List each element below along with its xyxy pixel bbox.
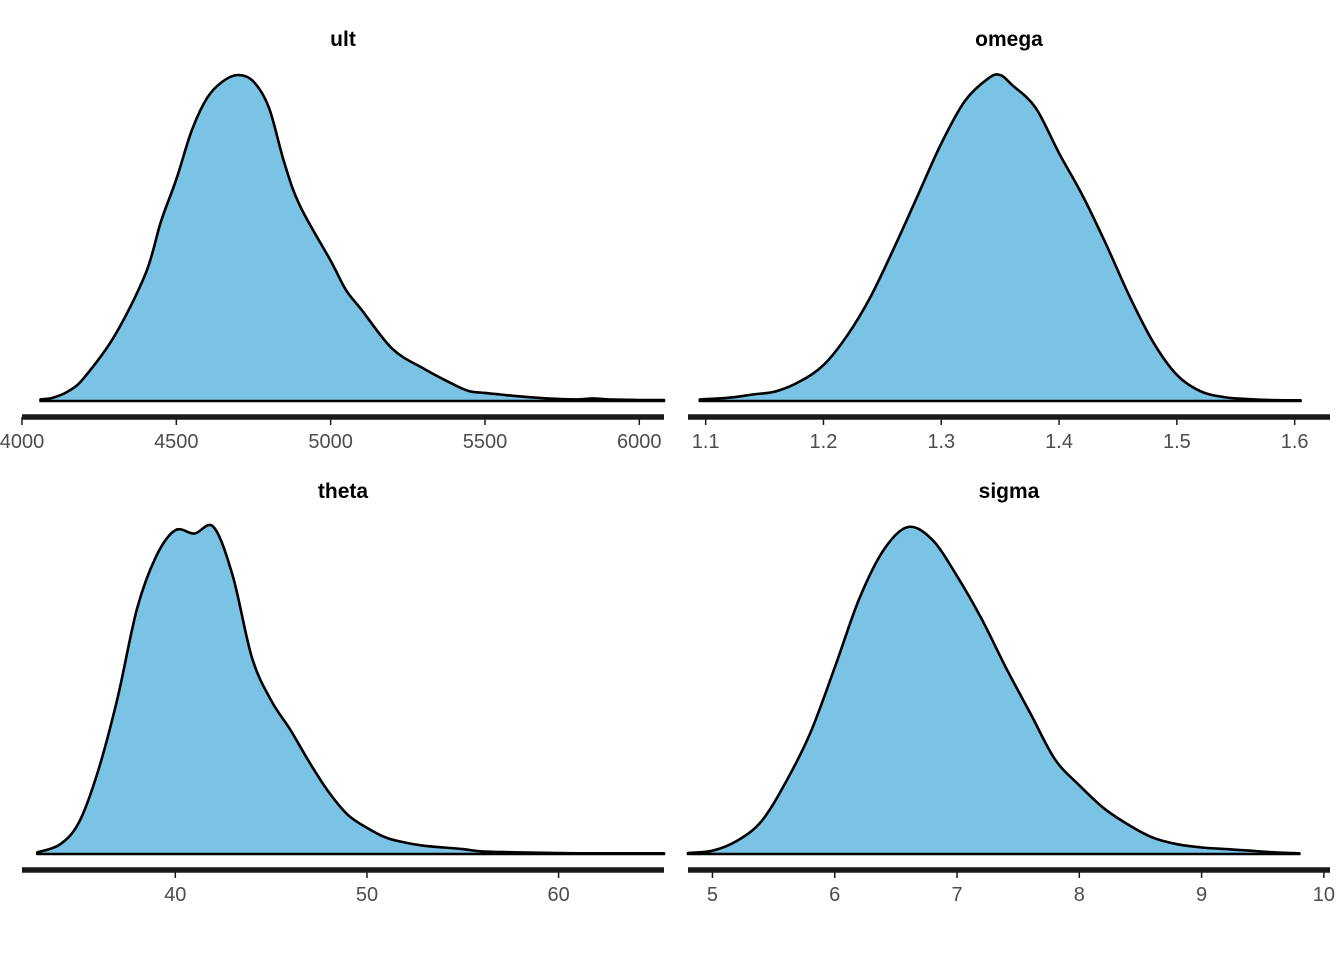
x-tick-label: 1.4: [1045, 431, 1073, 453]
x-tick-label: 8: [1074, 884, 1085, 906]
x-tick-label: 1.6: [1281, 431, 1309, 453]
x-tick-label: 6000: [617, 431, 662, 453]
panel-title: sigma: [979, 480, 1040, 503]
panel-title: theta: [318, 480, 368, 503]
x-tick-label: 4500: [154, 431, 199, 453]
x-tick-label: 10: [1313, 884, 1335, 906]
x-tick-label: 50: [356, 884, 378, 906]
panel-title: ult: [330, 28, 356, 51]
x-tick-label: 40: [164, 884, 186, 906]
density-area-omega: [698, 73, 1302, 403]
x-tick-label: 1.5: [1163, 431, 1191, 453]
density-area-ult: [39, 73, 666, 403]
x-tick-label: 7: [951, 884, 962, 906]
x-tick-label: 6: [829, 884, 840, 906]
x-tick-label: 4000: [0, 431, 44, 453]
panel-theta: theta 40 50 60: [22, 480, 666, 906]
x-tick-label: 5000: [308, 431, 353, 453]
x-tick-label: 5: [707, 884, 718, 906]
x-tick-label: 9: [1196, 884, 1207, 906]
panel-omega: omega 1.1 1.2 1.3 1.4 1.5 1.6: [688, 28, 1330, 453]
panel-ult: ult 4000 4500 5000 5500 6000: [0, 28, 666, 453]
x-tick-label: 5500: [463, 431, 508, 453]
density-area-theta: [36, 523, 666, 856]
x-tick-label: 1.3: [927, 431, 955, 453]
x-tick-label: 60: [547, 884, 569, 906]
density-area-sigma: [686, 525, 1301, 856]
panel-title: omega: [975, 28, 1043, 51]
x-tick-label: 1.1: [692, 431, 720, 453]
panel-sigma: sigma 5 6 7 8 9 10: [686, 480, 1335, 906]
x-tick-label: 1.2: [810, 431, 838, 453]
